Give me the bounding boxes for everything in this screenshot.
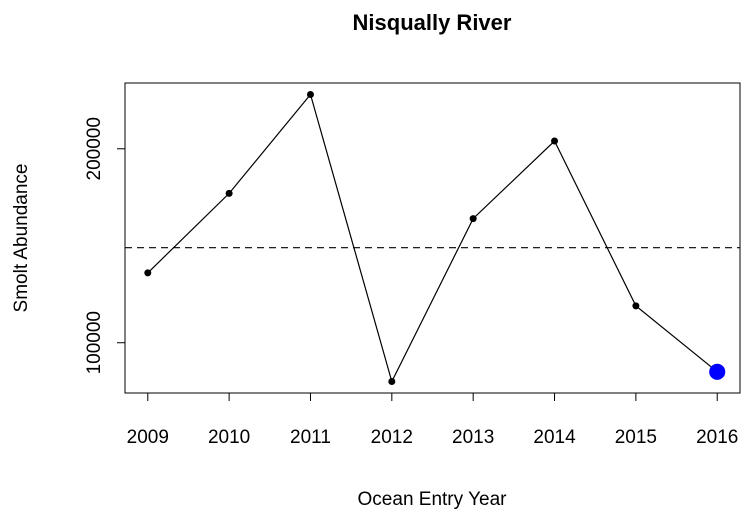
- data-point: [551, 137, 559, 145]
- data-point: [388, 378, 396, 386]
- x-tick-label: 2014: [533, 427, 576, 448]
- x-tick-label: 2015: [615, 427, 657, 448]
- data-point: [709, 363, 726, 380]
- x-tick-label: 2016: [696, 427, 738, 448]
- x-tick-label: 2013: [452, 427, 494, 448]
- data-point: [306, 90, 314, 98]
- y-tick-label: 200000: [84, 117, 105, 180]
- data-point: [144, 269, 152, 277]
- x-tick-label: 2012: [371, 427, 413, 448]
- data-point: [632, 302, 640, 310]
- x-tick-label: 2010: [208, 427, 250, 448]
- data-point: [469, 215, 477, 223]
- x-tick-label: 2009: [127, 427, 169, 448]
- y-tick-label: 100000: [84, 311, 105, 374]
- chart-title: Nisqually River: [353, 10, 512, 35]
- x-axis-label: Ocean Entry Year: [358, 489, 508, 510]
- data-point: [225, 189, 233, 197]
- y-axis-label: Smolt Abundance: [11, 164, 32, 313]
- data-line: [147, 93, 718, 384]
- x-tick-label: 2011: [290, 427, 331, 448]
- plot-frame: [124, 82, 741, 394]
